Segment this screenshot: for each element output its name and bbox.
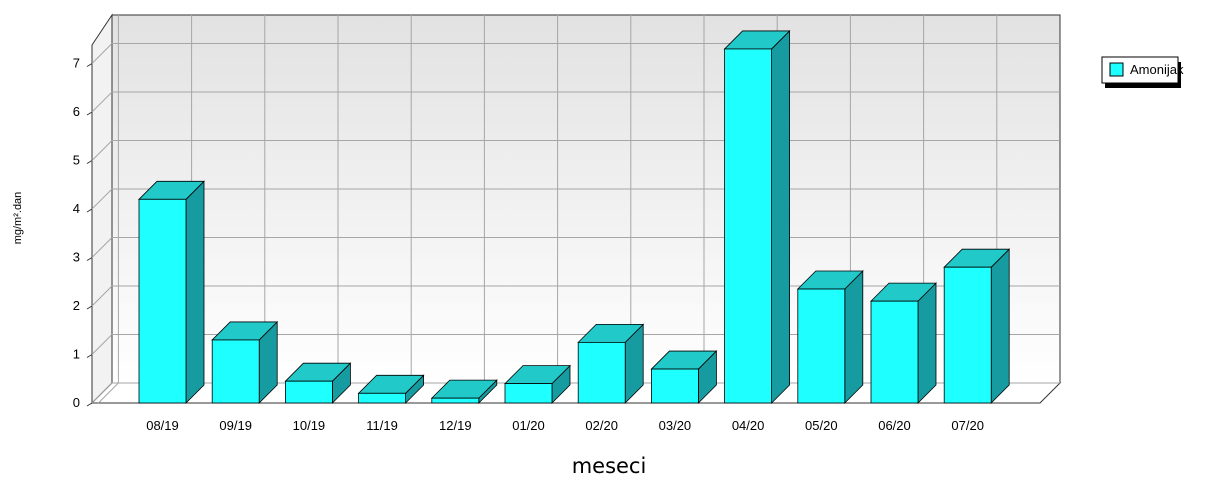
bar-front <box>870 300 919 404</box>
legend-label: Amonijak <box>1130 62 1184 77</box>
y-tick-label: 4 <box>73 201 80 216</box>
bar-front <box>138 198 187 404</box>
legend: Amonijak <box>1101 56 1184 88</box>
grid-line-side <box>91 91 113 113</box>
y-tick-mark <box>86 111 93 116</box>
bar-front <box>943 266 992 404</box>
x-axis-label: meseci <box>572 454 647 478</box>
bar <box>430 379 498 404</box>
bar-front <box>358 392 407 404</box>
grid-line-side <box>91 334 113 355</box>
bar-side <box>844 270 864 404</box>
x-tick-label: 05/20 <box>805 418 838 433</box>
bar <box>723 29 791 404</box>
x-axis-ticks: 08/19 09/19 10/19 11/19 12/19 01/20 02/20 03/20… <box>146 418 984 433</box>
bar <box>796 270 864 404</box>
grid-line-side <box>91 43 113 64</box>
x-tick-label: 02/20 <box>585 418 618 433</box>
y-tick-label: 5 <box>73 153 80 168</box>
bar-front <box>577 341 626 404</box>
bar <box>211 320 279 404</box>
y-axis-ticks: 0 1 2 3 4 5 6 7 <box>73 56 93 410</box>
y-tick-mark <box>86 208 93 213</box>
y-tick-mark <box>86 63 93 67</box>
grid-line-side <box>91 237 113 258</box>
bar <box>284 362 352 404</box>
x-tick-label: 06/20 <box>878 418 911 433</box>
y-tick-mark <box>86 305 93 310</box>
y-tick-label: 2 <box>73 298 80 313</box>
y-tick-mark <box>86 402 93 407</box>
y-tick-label: 7 <box>73 56 80 71</box>
x-tick-label: 07/20 <box>951 418 984 433</box>
y-tick-label: 0 <box>73 395 80 410</box>
y-tick-label: 3 <box>73 250 80 265</box>
grid-line-side <box>91 285 113 307</box>
bar-side <box>990 248 1010 404</box>
x-tick-label: 09/19 <box>219 418 252 433</box>
bar-front <box>724 48 772 404</box>
bar <box>504 364 571 404</box>
x-tick-label: 12/19 <box>439 418 472 433</box>
bar-side <box>185 180 205 404</box>
x-tick-label: 04/20 <box>732 418 765 433</box>
bar <box>138 180 205 404</box>
grid-line-side <box>91 140 113 161</box>
bars <box>138 29 1011 404</box>
bar-front <box>431 397 480 404</box>
bar-front <box>211 339 260 404</box>
x-tick-label: 01/20 <box>512 418 545 433</box>
y-tick-mark <box>86 160 93 164</box>
x-tick-label: 08/19 <box>146 418 179 433</box>
bar-front <box>284 380 333 404</box>
y-tick-label: 6 <box>73 104 80 119</box>
x-tick-label: 03/20 <box>659 418 692 433</box>
y-tick-mark <box>86 257 93 261</box>
x-tick-label: 11/19 <box>366 418 398 433</box>
y-tick-mark <box>86 354 93 358</box>
y-tick-label: 1 <box>73 347 80 362</box>
bar-side <box>771 29 790 404</box>
bar <box>650 350 718 404</box>
grid-line-side <box>91 382 113 404</box>
bar-front <box>797 288 846 404</box>
grid-line-floor <box>98 382 119 404</box>
bar <box>943 248 1011 404</box>
bar <box>870 282 937 404</box>
x-tick-label: 10/19 <box>293 418 326 433</box>
bar <box>577 323 645 404</box>
legend-swatch <box>1109 62 1124 77</box>
bar-front <box>651 368 699 404</box>
bar-side <box>917 282 937 404</box>
y-axis-label: mg/m².dan <box>12 192 24 245</box>
bar <box>357 374 425 404</box>
grid-line-side <box>91 188 113 210</box>
bar-front <box>504 383 553 404</box>
